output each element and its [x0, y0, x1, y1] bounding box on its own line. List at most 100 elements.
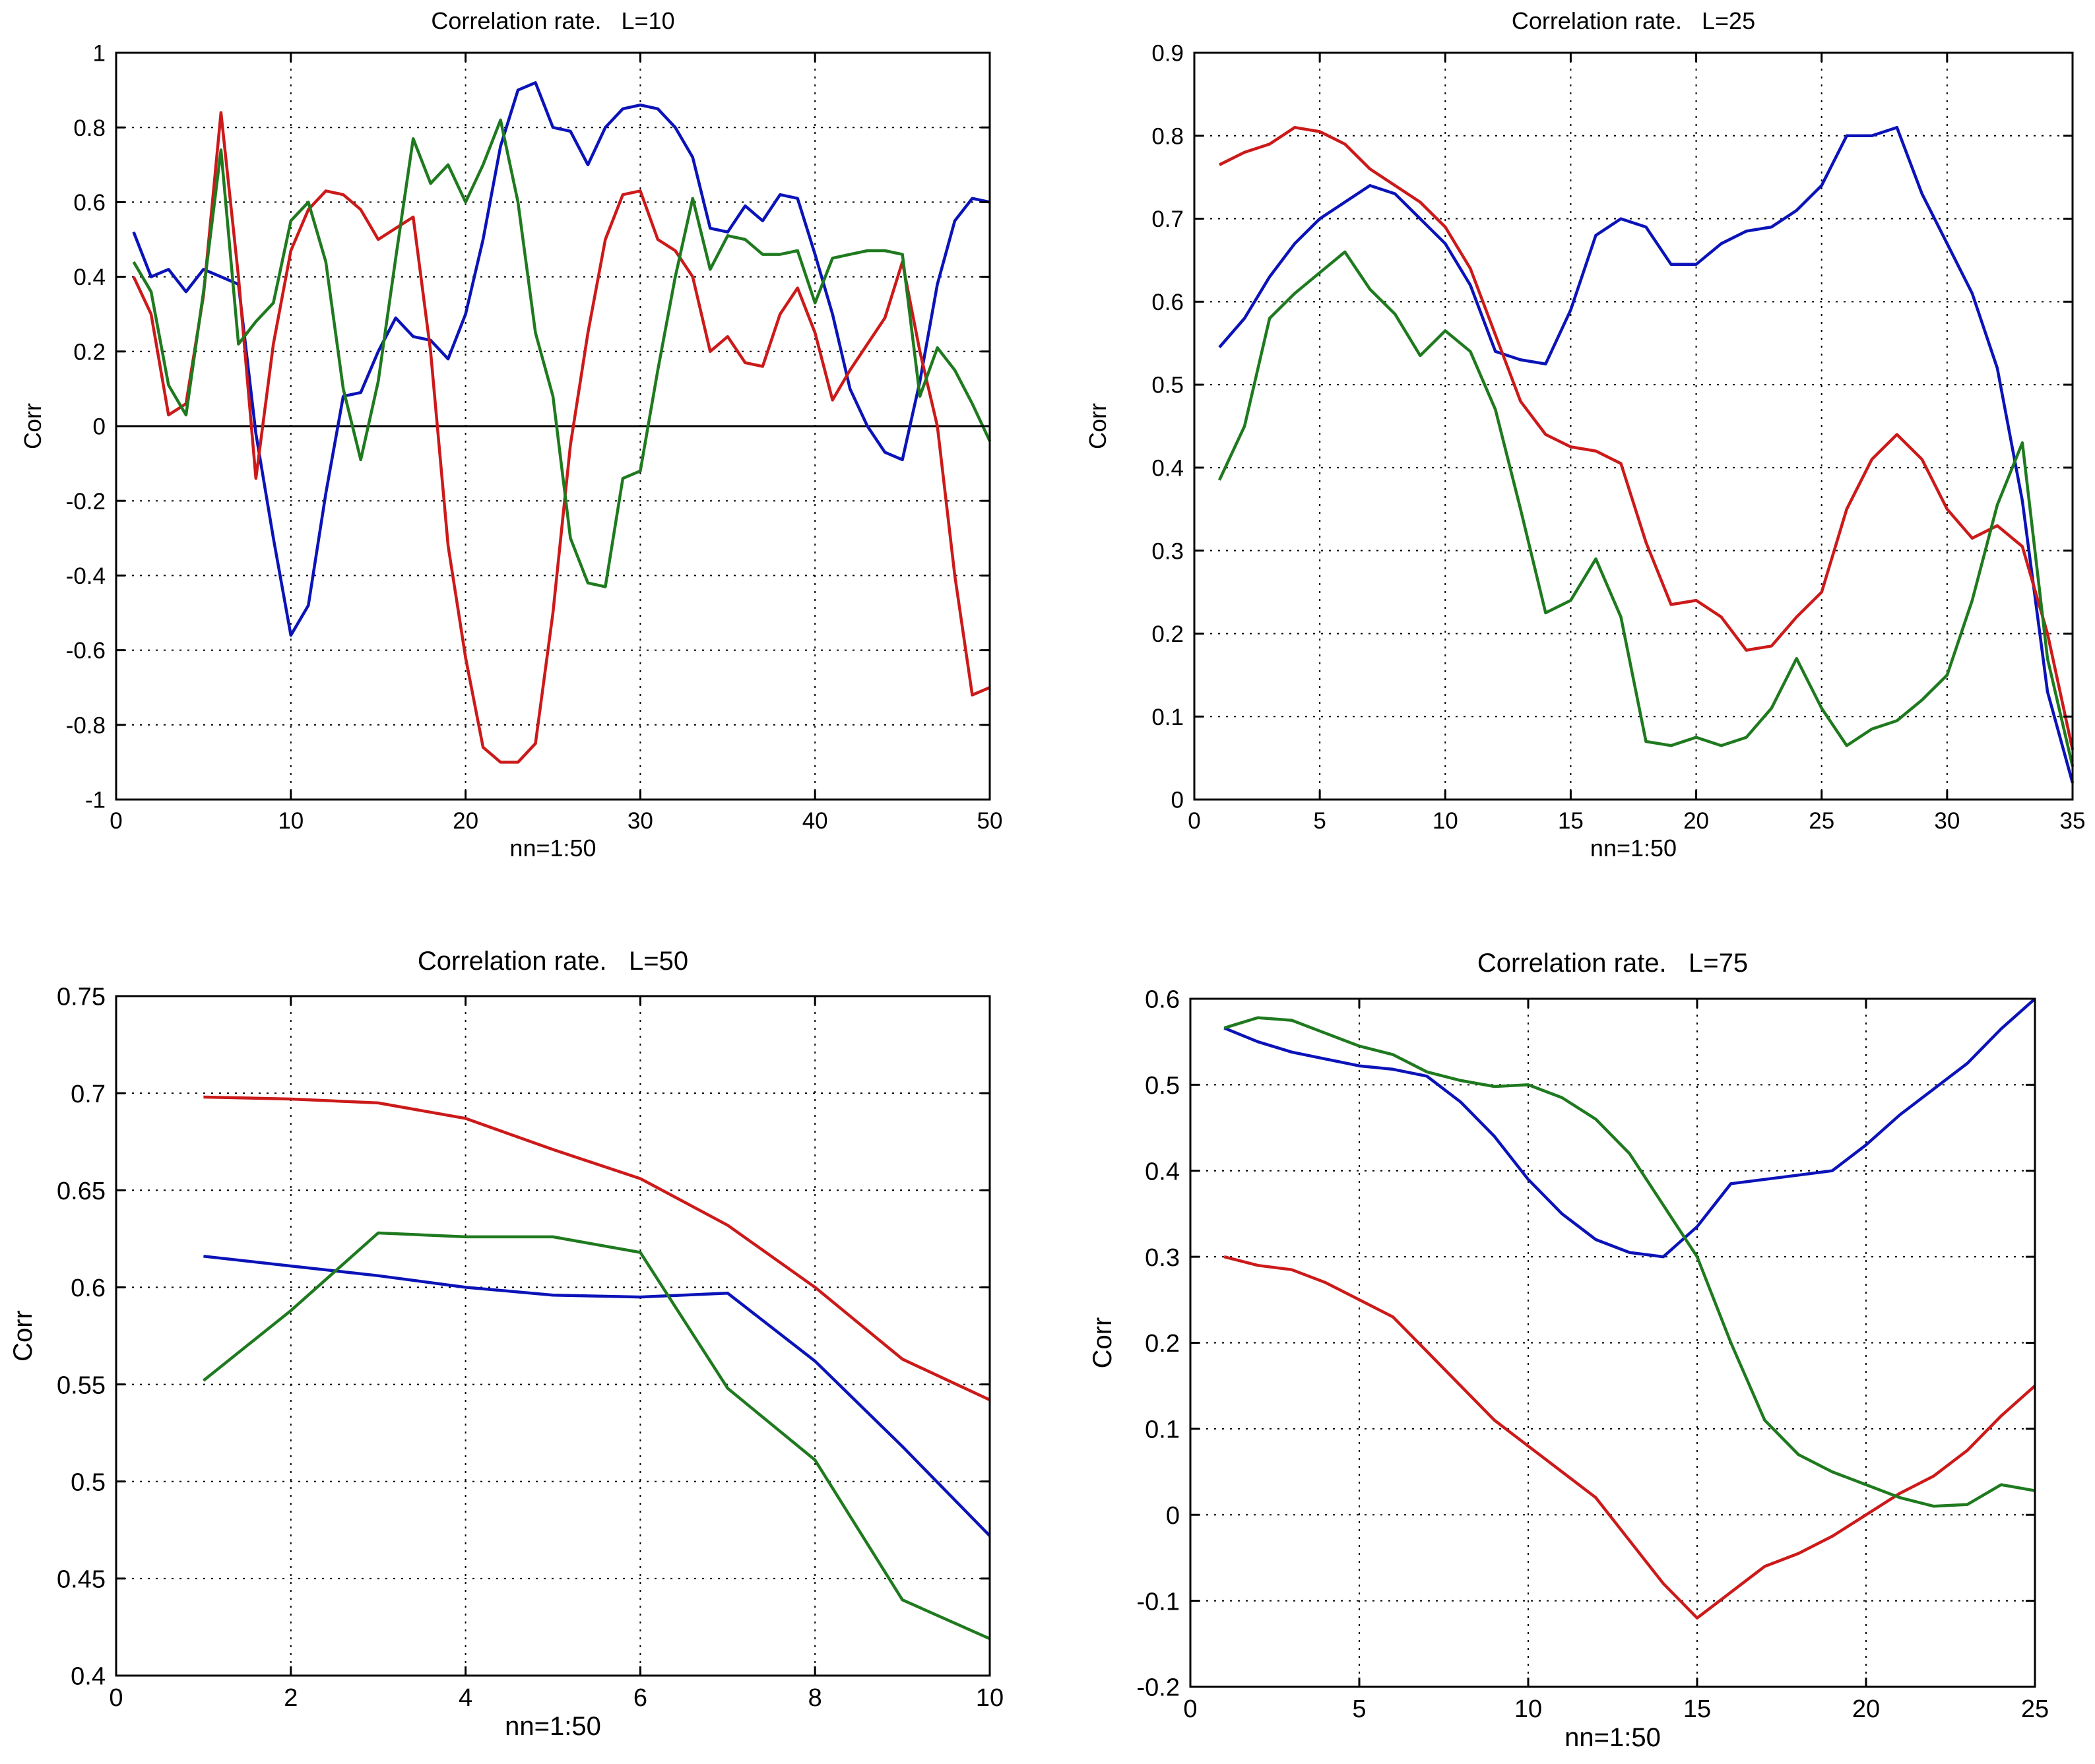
- chart-panel-l75: 0 5 10 15 20 25 -0.2 -0.1 0 0.1 0.2 0.3 0.4 0.5 0.6 Cor…: [1048, 882, 2095, 1764]
- series-line-green: [1217, 250, 2075, 767]
- x-tick-label: 15: [1683, 1695, 1711, 1723]
- x-tick-label: 10: [1514, 1695, 1542, 1723]
- chart-svg-l75: 0 5 10 15 20 25 -0.2 -0.1 0 0.1 0.2 0.3 0.4 0.5 0.6 Cor…: [1088, 949, 2049, 1752]
- x-tick-label: 10: [976, 1684, 1004, 1712]
- y-tick-label: 0.5: [1151, 373, 1184, 398]
- x-axis-label: nn=1:50: [505, 1712, 601, 1741]
- series-line-green: [132, 118, 992, 588]
- y-tick-label: 0.6: [1151, 290, 1184, 315]
- x-tick-label: 30: [628, 808, 653, 834]
- y-tick-label: 1: [93, 41, 106, 67]
- x-tick-label: 15: [1558, 808, 1584, 834]
- chart-svg-l50: 0 2 4 6 8 10 0.4 0.45 0.5 0.55 0.6 0.65 0.7 0.75 Corre…: [9, 947, 1004, 1741]
- y-tick-label: 0.3: [1151, 538, 1184, 564]
- x-tick-label: 40: [802, 808, 828, 834]
- x-tick-label: 35: [2060, 808, 2086, 834]
- y-tick-label: -0.6: [66, 638, 106, 664]
- x-tick-label: 25: [2021, 1695, 2049, 1723]
- y-axis-label: Corr: [1088, 1317, 1117, 1369]
- y-tick-label: 0.2: [1151, 621, 1184, 647]
- y-tick-label: 0.9: [1151, 41, 1184, 67]
- axes-box: [1193, 51, 2074, 801]
- series-line-green: [202, 1231, 990, 1641]
- y-tick-label: 0.55: [57, 1371, 106, 1399]
- y-tick-label: 0.5: [1145, 1072, 1180, 1100]
- chart-svg-l10: 0 10 20 30 40 50 -1 -0.8 -0.6 -0.4 -0.2 0 0.2 0.4 0.6 0…: [19, 7, 1003, 862]
- y-tick-label: 0.45: [57, 1566, 106, 1594]
- y-tick-label: 0.8: [1151, 123, 1184, 149]
- y-tick-label: 0: [1171, 788, 1184, 813]
- y-tick-label: 0.7: [1151, 206, 1184, 232]
- x-tick-label: 0: [1188, 808, 1200, 834]
- y-tick-label: 0.4: [1145, 1158, 1180, 1185]
- y-tick-label: 0.6: [1145, 986, 1180, 1014]
- y-tick-label: 0.5: [71, 1468, 106, 1496]
- chart-title: Correlation rate. L=10: [431, 7, 674, 34]
- x-tick-label: 20: [453, 808, 478, 834]
- x-tick-label: 6: [633, 1684, 647, 1712]
- y-tick-label: -0.4: [66, 563, 106, 589]
- x-tick-label: 10: [1433, 808, 1458, 834]
- y-tick-label: 0.6: [73, 190, 106, 216]
- y-tick-label: 0.3: [1145, 1244, 1180, 1272]
- x-tick-label: 50: [977, 808, 1003, 834]
- x-tick-label: 20: [1852, 1695, 1880, 1723]
- x-tick-label: 2: [284, 1684, 298, 1712]
- y-tick-label: 0.8: [73, 115, 106, 141]
- series-line-red: [203, 1095, 990, 1402]
- plot-area: [1190, 999, 2035, 1687]
- x-tick-label: 20: [1683, 808, 1709, 834]
- x-tick-label: 10: [278, 808, 304, 834]
- y-tick-label: -0.2: [66, 489, 106, 515]
- y-tick-label: -0.8: [66, 712, 106, 738]
- y-tick-label: 0: [93, 414, 106, 440]
- series-line-red: [1223, 1255, 2036, 1620]
- chart-title: Correlation rate. L=25: [1512, 7, 1755, 34]
- y-tick-label: 0.4: [73, 265, 106, 290]
- y-tick-label: 0.75: [57, 984, 106, 1011]
- x-tick-label: 30: [1934, 808, 1960, 834]
- x-tick-label: 0: [1183, 1695, 1197, 1723]
- x-tick-label: 0: [109, 1684, 123, 1712]
- chart-svg-l25: 0 5 10 15 20 25 30 35 0 0.1 0.2 0.3 0.4 0.5 0.6 0.7 0.8 0…: [1084, 7, 2086, 862]
- y-tick-label: 0.2: [73, 339, 106, 365]
- axes-box: [115, 995, 991, 1677]
- x-axis-label: nn=1:50: [1564, 1723, 1661, 1752]
- chart-title: Correlation rate. L=50: [418, 947, 688, 976]
- x-tick-label: 0: [110, 808, 122, 834]
- y-tick-label: 0.2: [1145, 1330, 1180, 1358]
- y-tick-label: -1: [85, 788, 106, 813]
- y-tick-label: 0.1: [1145, 1416, 1180, 1444]
- y-tick-label: -0.2: [1137, 1674, 1180, 1702]
- chart-panel-l25: 0 5 10 15 20 25 30 35 0 0.1 0.2 0.3 0.4 0.5 0.6 0.7 0.8 0…: [1048, 0, 2095, 882]
- y-tick-label: 0.7: [71, 1081, 106, 1108]
- y-axis-label: Corr: [19, 403, 46, 449]
- y-tick-label: 0.1: [1151, 705, 1184, 730]
- x-tick-label: 8: [808, 1684, 822, 1712]
- x-axis-label: nn=1:50: [509, 835, 596, 862]
- x-axis-label: nn=1:50: [1590, 835, 1677, 862]
- plot-area: [116, 996, 990, 1676]
- y-tick-label: 0.65: [57, 1178, 106, 1205]
- chart-title: Correlation rate. L=75: [1477, 949, 1748, 978]
- y-axis-label: Corr: [9, 1310, 38, 1362]
- y-tick-label: 0: [1166, 1502, 1180, 1530]
- plot-area: [1194, 53, 2073, 800]
- series-line-green: [1223, 1016, 2036, 1508]
- x-tick-label: 25: [1809, 808, 1834, 834]
- series-line-red: [1219, 125, 2075, 750]
- y-axis-label: Corr: [1084, 403, 1111, 449]
- chart-panel-l50: 0 2 4 6 8 10 0.4 0.45 0.5 0.55 0.6 0.65 0.7 0.75 Corre…: [0, 882, 1048, 1764]
- y-tick-label: 0.6: [71, 1275, 106, 1302]
- x-tick-label: 5: [1313, 808, 1326, 834]
- y-tick-label: 0.4: [71, 1663, 106, 1691]
- y-tick-label: -0.1: [1137, 1588, 1180, 1616]
- chart-panel-l10: 0 10 20 30 40 50 -1 -0.8 -0.6 -0.4 -0.2 0 0.2 0.4 0.6 0…: [0, 0, 1048, 882]
- x-tick-label: 4: [459, 1684, 472, 1712]
- series-line-blue: [1218, 125, 2075, 784]
- x-tick-label: 5: [1352, 1695, 1366, 1723]
- series-line-blue: [1223, 997, 2036, 1259]
- y-tick-label: 0.4: [1151, 455, 1184, 481]
- series-line-red: [132, 111, 990, 764]
